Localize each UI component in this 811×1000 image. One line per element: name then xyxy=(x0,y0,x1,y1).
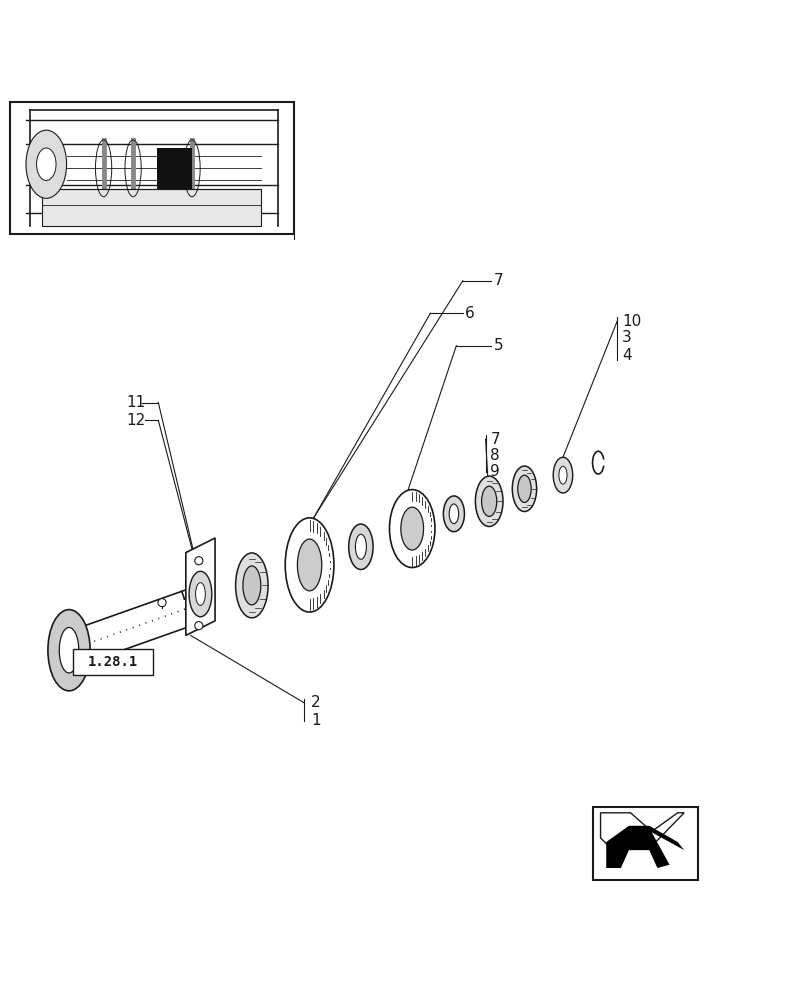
Bar xyxy=(10,102,294,234)
Text: 8: 8 xyxy=(490,448,500,463)
Text: 12: 12 xyxy=(126,413,145,428)
Polygon shape xyxy=(186,538,215,635)
Ellipse shape xyxy=(474,476,502,526)
Ellipse shape xyxy=(26,130,67,198)
Text: 6: 6 xyxy=(465,306,474,321)
Ellipse shape xyxy=(285,518,333,612)
Ellipse shape xyxy=(195,622,203,630)
Bar xyxy=(42,189,261,226)
Ellipse shape xyxy=(355,534,366,559)
Ellipse shape xyxy=(517,475,530,502)
Ellipse shape xyxy=(242,566,260,605)
Ellipse shape xyxy=(512,466,536,512)
Text: 7: 7 xyxy=(493,273,503,288)
Ellipse shape xyxy=(297,539,321,591)
Ellipse shape xyxy=(158,599,166,607)
Text: 7: 7 xyxy=(490,432,500,447)
Ellipse shape xyxy=(235,553,268,618)
Ellipse shape xyxy=(348,524,372,570)
Ellipse shape xyxy=(189,571,212,617)
Ellipse shape xyxy=(443,496,464,532)
Ellipse shape xyxy=(48,610,90,691)
Text: 2: 2 xyxy=(311,695,320,710)
Polygon shape xyxy=(600,813,684,846)
Bar xyxy=(157,148,191,189)
Ellipse shape xyxy=(195,557,203,565)
Ellipse shape xyxy=(448,504,458,524)
Ellipse shape xyxy=(552,457,572,493)
Polygon shape xyxy=(606,826,684,868)
Text: 11: 11 xyxy=(126,395,145,410)
Ellipse shape xyxy=(389,490,435,568)
Text: 9: 9 xyxy=(490,464,500,479)
Ellipse shape xyxy=(558,466,566,484)
Ellipse shape xyxy=(481,486,496,516)
Text: 4: 4 xyxy=(621,348,631,363)
Text: 3: 3 xyxy=(621,330,631,345)
Ellipse shape xyxy=(195,583,205,605)
Bar xyxy=(73,649,152,675)
Text: 10: 10 xyxy=(621,314,641,329)
Ellipse shape xyxy=(59,627,79,673)
Ellipse shape xyxy=(36,148,56,180)
Bar xyxy=(592,807,697,880)
Text: 1: 1 xyxy=(311,713,320,728)
Ellipse shape xyxy=(401,507,423,550)
Text: 1.28.1: 1.28.1 xyxy=(88,655,138,669)
Text: 5: 5 xyxy=(493,338,503,353)
